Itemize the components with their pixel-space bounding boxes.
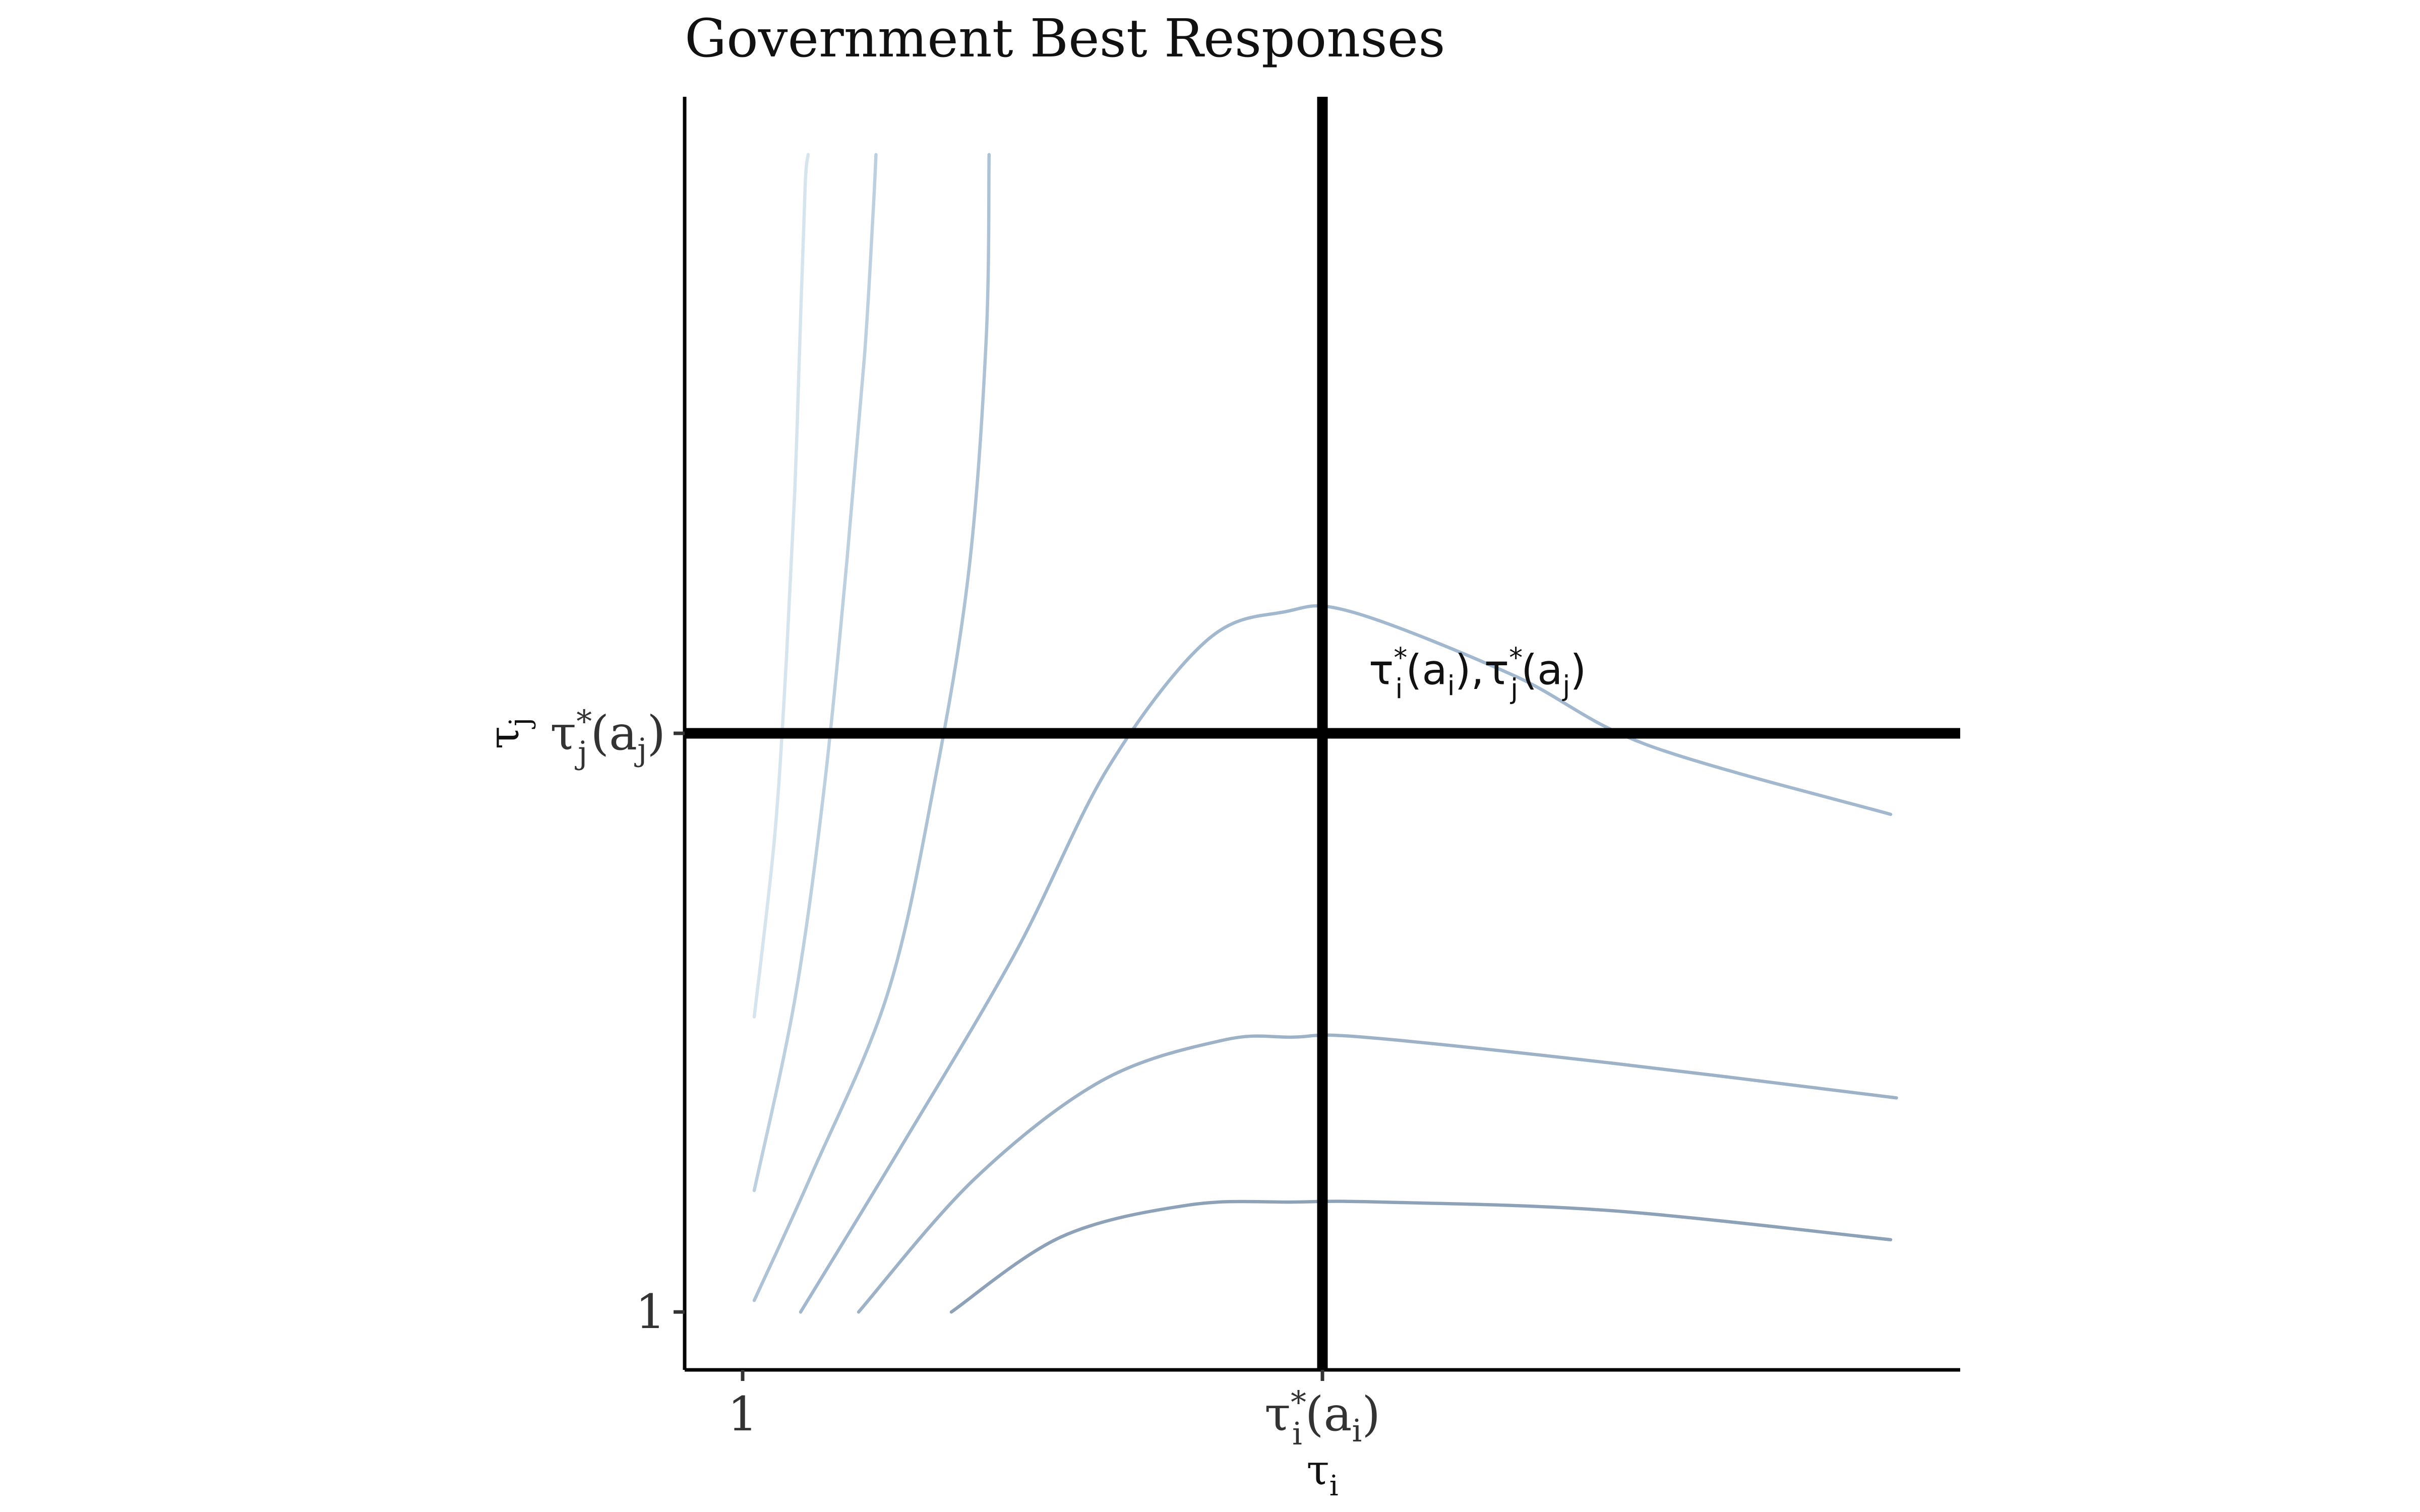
best-response-curve-1 xyxy=(752,153,810,1019)
best-response-curve-4 xyxy=(799,604,1893,1314)
chart-title: Government Best Responses xyxy=(685,8,1445,69)
best-response-curve-6 xyxy=(949,1200,1893,1314)
x-tick-label-1: 1 xyxy=(728,1387,758,1442)
x-tick-label-2: τ* i(ai) xyxy=(1264,1384,1380,1452)
y-axis-title: τj xyxy=(480,718,536,749)
equilibrium-annotation: τ* i(ai),τ* j(aj) xyxy=(1369,642,1586,705)
best-response-curve-5 xyxy=(857,1033,1898,1314)
tick-labels: 1 τ* i(ai) 1 τ* j(aj) xyxy=(550,703,1380,1452)
y-tick-label-2: τ* j(aj) xyxy=(550,703,666,771)
axis-titles: τi τj xyxy=(480,718,1339,1502)
equilibrium-lines xyxy=(685,97,1960,1370)
best-response-curve-3 xyxy=(752,153,991,1302)
equilibrium-label: τ* i(ai),τ* j(aj) xyxy=(1369,642,1586,705)
y-tick-label-1: 1 xyxy=(635,1285,666,1340)
x-axis-title: τi xyxy=(1306,1446,1338,1502)
best-response-curve-2 xyxy=(752,153,878,1192)
